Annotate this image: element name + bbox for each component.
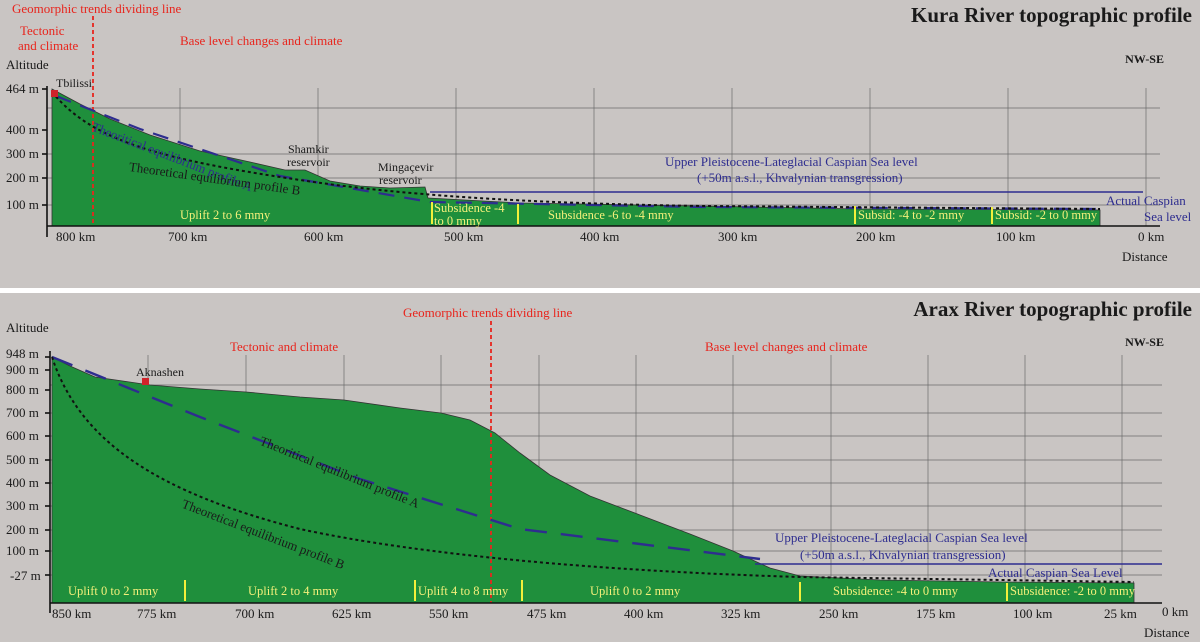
- kura-profile-graphic: [42, 16, 1160, 237]
- kura-zone-label: Subsidence -6 to -4 mmy: [548, 208, 674, 222]
- arax-zone-label: Uplift 4 to 8 mmy: [418, 584, 509, 598]
- arax-profile-graphic: [45, 321, 1162, 613]
- kura-x-axis-title: Distance: [1122, 249, 1168, 264]
- arax-x-tick: 25 km: [1104, 606, 1137, 621]
- arax-y-tick: 500 m: [6, 452, 39, 467]
- arax-x-tick: 850 km: [52, 606, 92, 621]
- arax-aknashen-label: Aknashen: [136, 365, 184, 379]
- arax-y-tick: -27 m: [10, 568, 41, 583]
- arax-x-tick: 625 km: [332, 606, 372, 621]
- kura-tectonic-label-1: Tectonic: [20, 23, 65, 38]
- arax-y-tick: 200 m: [6, 522, 39, 537]
- kura-x-tick: 600 km: [304, 229, 344, 244]
- arax-zone-label: Uplift 2 to 4 mmy: [248, 584, 339, 598]
- kura-profile-b-line: [51, 91, 1101, 210]
- arax-sea-level-label-2: (+50m a.s.l., Khvalynian transgression): [800, 547, 1006, 562]
- arax-x-tick: 700 km: [235, 606, 275, 621]
- kura-shamkir-label-2: reservoir: [287, 155, 330, 169]
- kura-x-tick: 400 km: [580, 229, 620, 244]
- kura-zone-label: Uplift 2 to 6 mmy: [180, 208, 271, 222]
- arax-axes: [45, 351, 1162, 613]
- arax-y-tick: 100 m: [6, 543, 39, 558]
- kura-shamkir-label-1: Shamkir: [288, 142, 329, 156]
- arax-x-tick: 0 km: [1162, 604, 1189, 619]
- arax-y-tick: 600 m: [6, 428, 39, 443]
- kura-profile-panel: Kura River topographic profile NW-SE Alt…: [0, 0, 1200, 288]
- arax-tectonic-label: Tectonic and climate: [230, 339, 339, 354]
- arax-x-tick: 400 km: [624, 606, 664, 621]
- kura-divider-label: Geomorphic trends dividing line: [12, 1, 182, 16]
- kura-sea-level-label-2: (+50m a.s.l., Khvalynian transgression): [697, 170, 903, 185]
- kura-terrain: [51, 88, 1101, 227]
- arax-base-level-label: Base level changes and climate: [705, 339, 868, 354]
- arax-y-tick: 800 m: [6, 382, 39, 397]
- kura-y-tick: 200 m: [6, 170, 39, 185]
- arax-x-tick: 325 km: [721, 606, 761, 621]
- arax-y-tick: 300 m: [6, 498, 39, 513]
- kura-zone-label: Subsidence -4: [434, 201, 505, 215]
- arax-x-tick: 250 km: [819, 606, 859, 621]
- kura-y-tick: 100 m: [6, 197, 39, 212]
- arax-x-tick: 775 km: [137, 606, 177, 621]
- arax-terrain: [51, 356, 1135, 604]
- kura-title: Kura River topographic profile: [911, 3, 1192, 27]
- arax-aknashen-marker: [142, 378, 149, 385]
- arax-y-axis-title: Altitude: [6, 320, 49, 335]
- kura-y-tick: 300 m: [6, 146, 39, 161]
- kura-actual-sea-label-2: Sea level: [1144, 209, 1192, 224]
- kura-actual-sea-label-1: Actual Caspian: [1106, 193, 1186, 208]
- kura-x-tick: 500 km: [444, 229, 484, 244]
- arax-sea-level-label-1: Upper Pleistocene-Lateglacial Caspian Se…: [775, 530, 1028, 545]
- kura-x-tick: 300 km: [718, 229, 758, 244]
- kura-tbilisi-label: Tbilissi: [56, 76, 93, 90]
- kura-x-tick: 200 km: [856, 229, 896, 244]
- kura-tectonic-label-2: and climate: [18, 38, 79, 53]
- arax-y-tick: 900 m: [6, 362, 39, 377]
- kura-zone-dividers: [431, 202, 993, 224]
- arax-profile-panel: Arax River topographic profile NW-SE Alt…: [0, 293, 1200, 642]
- kura-mingacevir-label-1: Mingaçevir: [378, 160, 434, 174]
- kura-zone-label: Subsid: -4 to -2 mmy: [858, 208, 965, 222]
- arax-x-tick: 175 km: [916, 606, 956, 621]
- kura-y-tick: 464 m: [6, 81, 39, 96]
- kura-tbilisi-marker: [51, 90, 58, 97]
- arax-y-tick: 700 m: [6, 405, 39, 420]
- arax-y-tick: 400 m: [6, 475, 39, 490]
- arax-actual-sea-label: Actual Caspian Sea Level: [988, 565, 1123, 580]
- arax-x-axis-title: Distance: [1144, 625, 1190, 640]
- kura-direction-label: NW-SE: [1125, 52, 1164, 66]
- kura-mingacevir-label-2: reservoir: [379, 173, 422, 187]
- arax-title: Arax River topographic profile: [913, 297, 1192, 321]
- kura-y-tick: 400 m: [6, 122, 39, 137]
- kura-x-tick: 0 km: [1138, 229, 1165, 244]
- arax-zone-dividers: [184, 580, 1008, 601]
- arax-x-tick: 100 km: [1013, 606, 1053, 621]
- kura-axes: [42, 86, 1160, 237]
- arax-zone-label: Uplift 0 to 2 mmy: [68, 584, 159, 598]
- arax-profile-a-line: [51, 355, 761, 561]
- kura-x-tick: 800 km: [56, 229, 96, 244]
- arax-zone-label: Subsidence: -4 to 0 mmy: [833, 584, 958, 598]
- kura-base-level-label: Base level changes and climate: [180, 33, 343, 48]
- kura-zone-label: to 0 mmy: [434, 214, 482, 228]
- kura-profile-a-line: [55, 94, 1101, 211]
- kura-zone-label: Subsid: -2 to 0 mmy: [995, 208, 1098, 222]
- kura-x-tick: 100 km: [996, 229, 1036, 244]
- arax-x-tick: 550 km: [429, 606, 469, 621]
- kura-x-tick: 700 km: [168, 229, 208, 244]
- arax-zone-label: Subsidence: -2 to 0 mmy: [1010, 584, 1135, 598]
- kura-sea-level-label-1: Upper Pleistocene-Lateglacial Caspian Se…: [665, 154, 918, 169]
- arax-x-tick: 475 km: [527, 606, 567, 621]
- arax-divider-label: Geomorphic trends dividing line: [403, 305, 573, 320]
- arax-zone-label: Uplift 0 to 2 mmy: [590, 584, 681, 598]
- kura-y-axis-title: Altitude: [6, 57, 49, 72]
- arax-direction-label: NW-SE: [1125, 335, 1164, 349]
- arax-y-tick: 948 m: [6, 346, 39, 361]
